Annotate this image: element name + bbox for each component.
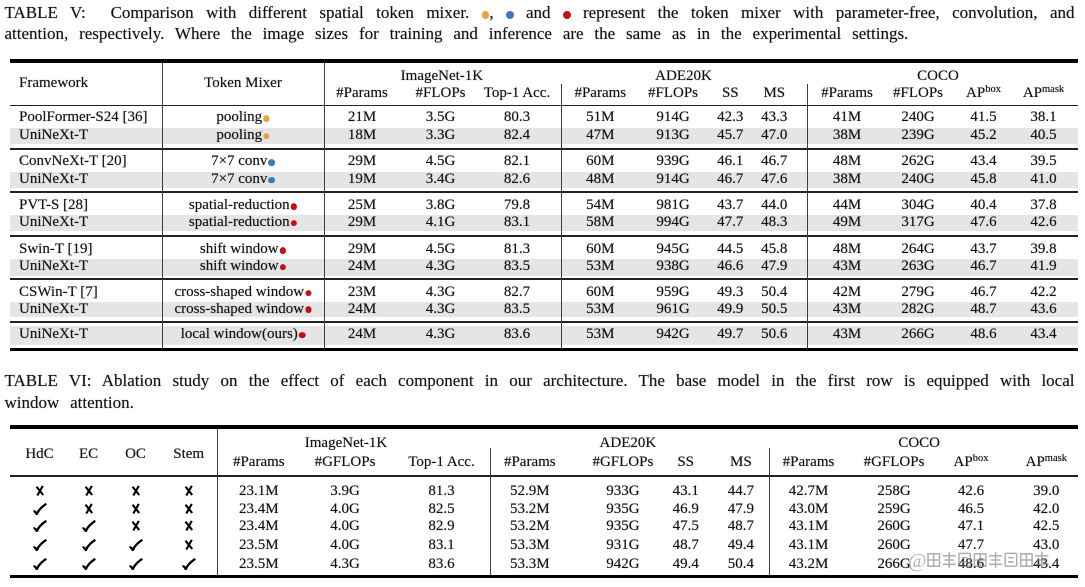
svg-text:@: @ (908, 550, 926, 572)
